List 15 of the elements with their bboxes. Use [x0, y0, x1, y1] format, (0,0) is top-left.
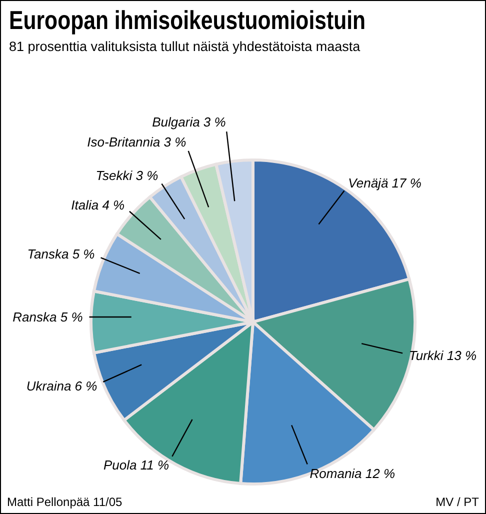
slice-label: Tsekki 3 % [96, 168, 158, 184]
text: MV / PT [436, 495, 479, 509]
slice-label: Romania 12 % [310, 466, 396, 481]
slice-label: Italia 4 % [71, 197, 125, 212]
text: Matti Pellonpää 11/05 [7, 495, 122, 509]
slice-label: Tanska 5 % [27, 246, 95, 262]
slice-label: Ukraina 6 % [26, 378, 98, 394]
slice-label: Iso-Britannia 3 % [87, 134, 186, 150]
chart-title: Euroopan ihmisoikeustuomioistuin [9, 5, 366, 36]
slice-label: Venäjä 17 % [348, 176, 422, 191]
slice-label: Bulgaria 3 % [152, 114, 226, 130]
chart-subtitle: 81 prosenttia valituksista tullut näistä yhdestätoista maasta [9, 39, 360, 54]
slice-label: Turkki 13 % [408, 348, 477, 363]
slice-label: Ranska 5 % [12, 310, 83, 324]
slice-label: Puola 11 % [104, 458, 170, 473]
